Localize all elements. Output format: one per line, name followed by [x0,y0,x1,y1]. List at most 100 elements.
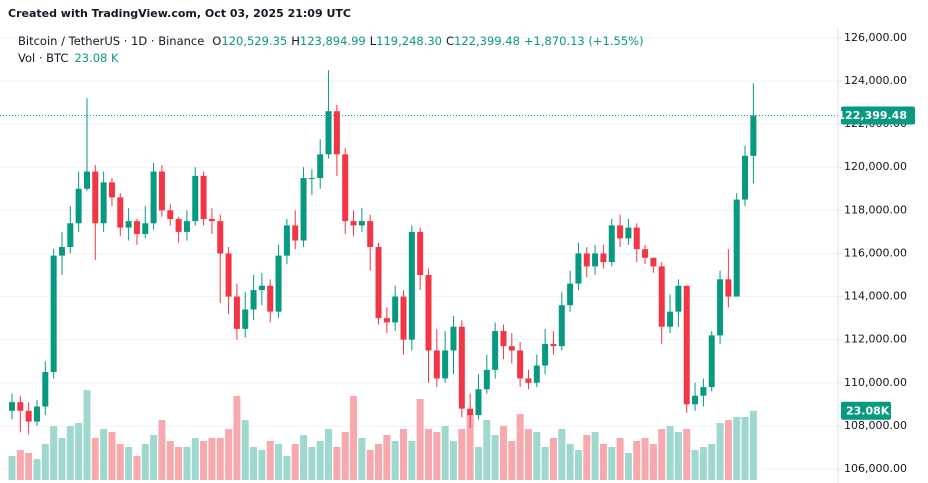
volume-bar [416,399,424,480]
volume-bar [25,453,33,480]
candle-body [458,326,465,409]
candle-body [133,221,140,235]
candle-body [83,171,90,189]
candle-body [692,395,699,405]
volume-bar [66,426,74,480]
candle-body [400,296,407,340]
volume-bar [333,447,341,480]
volume-bar [75,423,83,480]
candle-body [342,154,349,222]
ohlc-prefix: H [291,34,300,48]
change: +1,870.13 (+1.55%) [524,34,644,48]
candle-body [475,389,482,416]
volume-bar [491,435,499,480]
volume-bar [133,456,141,480]
volume-bar [191,438,199,480]
y-tick-label: 118,000.00 [844,203,907,216]
symbol-name: Bitcoin / TetherUS · 1D · Binance [18,34,204,48]
volume-bar [724,420,732,480]
candle-body [367,221,374,247]
candle-body [117,197,124,228]
volume-bar [716,423,724,480]
candle-body [58,246,65,256]
candle-body [625,227,632,239]
volume-bar [41,444,49,480]
volume-bar [624,453,632,480]
candle-body [483,369,490,390]
y-tick-label: 112,000.00 [844,333,907,346]
volume-bar [691,450,699,480]
candle-body [242,309,249,329]
volume-bar [383,435,391,480]
symbol-legend: Bitcoin / TetherUS · 1D · Binance O120,52… [18,34,644,48]
volume-bar [241,420,249,480]
volume-bar [83,390,91,480]
volume-bar [50,426,58,480]
candle-body [150,171,157,224]
candle-body [275,255,282,312]
candle-body [683,285,690,405]
candle-body [358,221,365,226]
candle-body [50,255,57,372]
ohlc-value: 120,529.35 [221,34,287,48]
volume-bar [533,432,541,480]
volume-value: 23.08 K [74,51,119,65]
candle-body [258,285,265,291]
volume-bar [616,438,624,480]
volume-bar [350,396,358,480]
ohlc-prefix: O [212,34,221,48]
candle-body [33,406,40,422]
last-price-tag [841,106,915,125]
candle-body [508,346,515,351]
candle-body [608,225,615,263]
candle-body [67,223,74,247]
last-price-label: 122,399.48 [837,109,907,122]
candle-body [267,285,274,312]
candle-body [542,343,549,366]
candle-body [492,331,499,370]
ohlc-prefix: C [446,34,454,48]
volume-bar [608,447,616,480]
volume-bar [233,396,241,480]
volume-bar [649,444,657,480]
candle-body [600,253,607,263]
candle-body [100,182,107,224]
candle-body [708,335,715,388]
volume-bar [674,432,682,480]
candle-body [500,331,507,347]
candle-body [408,231,415,340]
candle-body [583,253,590,267]
candle-body [383,318,390,323]
candle-body [733,199,740,297]
volume-bar [183,447,191,480]
candle-body [450,326,457,351]
candle-body [225,253,232,297]
volume-bar [599,444,607,480]
candle-body [433,350,440,379]
candle-body [633,227,640,250]
volume-bar [699,447,707,480]
volume-bar [225,429,233,480]
volume-bar [200,441,208,480]
candle-body [375,246,382,319]
candle-body [350,221,357,226]
candle-body [617,225,624,239]
candle-body [392,296,399,323]
candle-body [317,154,324,179]
volume-legend: Vol · BTC 23.08 K [18,51,119,65]
candle-body [700,387,707,396]
ohlc-prefix: L [370,34,377,48]
volume-bar [33,459,41,480]
candle-body [283,225,290,256]
volume-bar [358,438,366,480]
volume-bar [574,450,582,480]
candle-body [725,279,732,297]
candle-body [717,279,724,336]
volume-bar [325,429,333,480]
volume-bar [425,429,432,480]
candle-body [183,221,190,232]
candle-body [425,275,432,351]
watermark: Created with TradingView.com, Oct 03, 20… [8,7,351,20]
volume-bar [208,438,216,480]
